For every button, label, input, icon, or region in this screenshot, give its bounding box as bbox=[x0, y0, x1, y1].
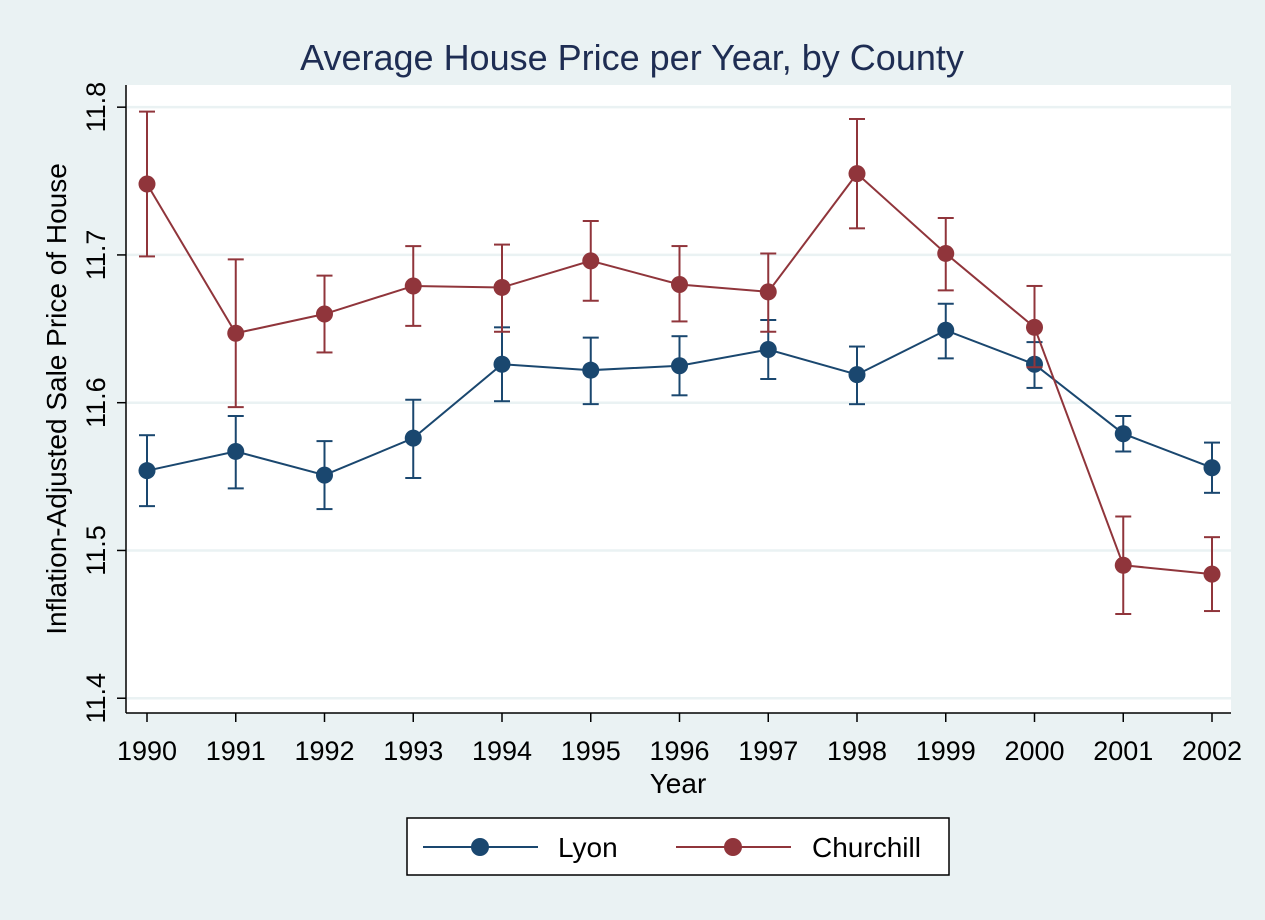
data-point-churchill bbox=[404, 277, 422, 295]
data-point-lyon bbox=[937, 321, 955, 339]
data-point-churchill bbox=[493, 278, 511, 296]
data-point-churchill bbox=[1026, 318, 1043, 336]
y-tick-label: 11.5 bbox=[81, 525, 111, 576]
data-point-lyon bbox=[404, 429, 422, 447]
series-layer bbox=[138, 110, 1221, 615]
plot-area bbox=[126, 85, 1231, 713]
data-point-lyon bbox=[1203, 459, 1221, 477]
data-point-churchill bbox=[937, 244, 955, 262]
chart-title: Average House Price per Year, by County bbox=[300, 37, 964, 78]
data-point-lyon bbox=[493, 355, 511, 373]
legend-label-lyon: Lyon bbox=[558, 832, 618, 863]
x-tick-label: 1998 bbox=[827, 736, 887, 766]
x-tick-label: 2002 bbox=[1182, 736, 1242, 766]
x-tick-label: 1996 bbox=[649, 736, 709, 766]
gridlines bbox=[127, 105, 1231, 700]
x-tick-label: 1990 bbox=[117, 736, 177, 766]
x-tick-label: 1992 bbox=[294, 736, 354, 766]
data-point-lyon bbox=[759, 340, 777, 358]
x-tick-label: 1993 bbox=[383, 736, 443, 766]
x-tick-label: 2000 bbox=[1004, 736, 1064, 766]
data-point-churchill bbox=[1203, 565, 1221, 583]
y-axis-label: Inflation-Adjusted Sale Price of House bbox=[41, 163, 72, 635]
legend-marker-churchill bbox=[724, 838, 742, 856]
x-tick-label: 1995 bbox=[561, 736, 621, 766]
data-point-lyon bbox=[1114, 425, 1132, 443]
x-tick-label: 1997 bbox=[738, 736, 798, 766]
data-point-churchill bbox=[316, 305, 333, 323]
data-point-lyon bbox=[582, 361, 600, 379]
x-tick-label: 1999 bbox=[916, 736, 976, 766]
data-point-churchill bbox=[1114, 556, 1132, 574]
data-point-churchill bbox=[759, 283, 777, 301]
data-point-lyon bbox=[316, 466, 333, 484]
y-tick-label: 11.6 bbox=[81, 377, 111, 428]
legend: Lyon Churchill bbox=[406, 817, 950, 876]
data-point-churchill bbox=[138, 175, 156, 193]
y-tick-label: 11.7 bbox=[81, 230, 111, 281]
x-axis-ticks: 1990 1991 1992 1993 1994 1995 1996 1997 1998 1999… bbox=[117, 713, 1242, 766]
data-point-lyon bbox=[848, 366, 866, 384]
y-tick-label: 11.4 bbox=[81, 673, 111, 724]
y-tick-label: 11.8 bbox=[81, 82, 111, 133]
legend-marker-lyon bbox=[471, 838, 489, 856]
data-point-churchill bbox=[227, 324, 245, 342]
x-axis-label: Year bbox=[650, 768, 707, 799]
data-point-lyon bbox=[227, 442, 245, 460]
x-tick-label: 1991 bbox=[206, 736, 266, 766]
x-tick-label: 1994 bbox=[472, 736, 532, 766]
data-point-churchill bbox=[582, 252, 600, 270]
y-axis-ticks: 11.4 11.5 11.6 11.7 11.8 bbox=[81, 82, 126, 724]
x-tick-label: 2001 bbox=[1093, 736, 1153, 766]
data-point-lyon bbox=[671, 357, 688, 375]
series-churchill bbox=[138, 110, 1221, 615]
data-point-churchill bbox=[848, 165, 866, 183]
data-point-lyon bbox=[138, 462, 156, 480]
data-point-churchill bbox=[671, 275, 688, 293]
legend-label-churchill: Churchill bbox=[812, 832, 921, 863]
